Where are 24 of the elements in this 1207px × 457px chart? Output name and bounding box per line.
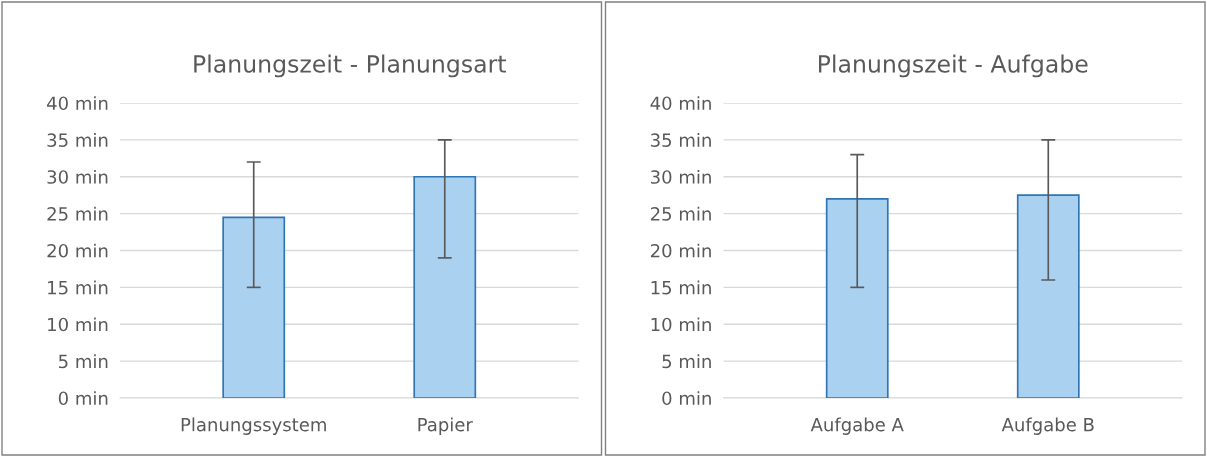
x-tick-label: Planungssystem (181, 417, 326, 435)
y-tick-label: 20 min (47, 243, 108, 258)
y-tick-label: 20 min (650, 243, 711, 258)
y-tick-label: 15 min (48, 280, 108, 295)
y-tick-label: 25 min (47, 206, 108, 221)
y-tick-label: 30 min (47, 169, 108, 184)
y-tick-label: 0 min (662, 391, 711, 406)
chart-title: Planungszeit - Aufgabe (819, 54, 1088, 78)
chart-title: Planungszeit - Planungsart (194, 54, 506, 78)
y-tick-label: 35 min (651, 133, 711, 147)
y-tick-label: 5 min (662, 354, 711, 369)
y-tick-label: 0 min (58, 391, 108, 406)
y-tick-label: 10 min (48, 317, 108, 332)
x-tick-label: Aufgabe A (810, 417, 904, 435)
y-tick-label: 15 min (651, 280, 711, 295)
x-tick-label: Papier (418, 417, 473, 435)
y-tick-label: 25 min (650, 206, 711, 221)
x-tick-label: Aufgabe B (1001, 417, 1094, 435)
y-tick-label: 10 min (651, 317, 711, 332)
y-tick-label: 40 min (47, 96, 108, 111)
y-tick-label: 30 min (651, 169, 711, 184)
y-tick-label: 35 min (47, 133, 108, 147)
y-tick-label: 40 min (650, 96, 711, 111)
y-tick-label: 5 min (59, 354, 108, 369)
